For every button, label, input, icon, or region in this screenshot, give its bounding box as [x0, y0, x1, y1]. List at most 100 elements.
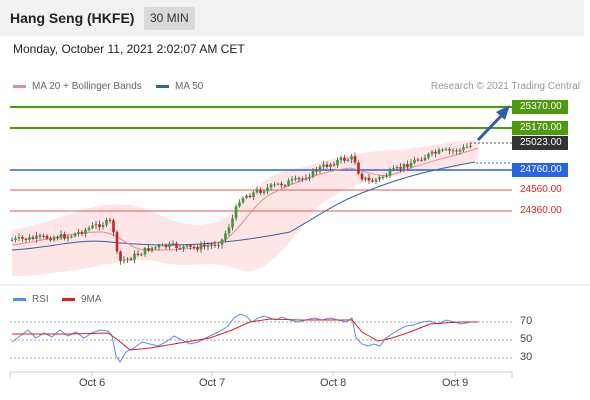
last-price-tag: 25023.00	[512, 136, 568, 150]
ma20-legend-label: MA 20 + Bollinger Bands	[32, 81, 142, 92]
candle-body	[381, 176, 385, 178]
price-candles	[10, 143, 472, 265]
candle-body	[444, 149, 448, 151]
candle-body	[385, 175, 388, 177]
candle-body	[101, 224, 105, 228]
candle-body	[367, 177, 371, 181]
candle-body	[402, 164, 406, 169]
candle-body	[241, 197, 245, 203]
x-label-oct6: Oct 6	[79, 377, 106, 389]
candle-body	[276, 183, 280, 185]
pivot-price-tag: 24760.00	[512, 163, 568, 177]
candle-body	[133, 253, 136, 260]
candle-body	[49, 238, 52, 241]
candle-body	[84, 229, 87, 234]
candle-body	[105, 219, 108, 225]
timeframe-button[interactable]: 30 MIN	[144, 7, 195, 30]
rsi-ma-swatch-icon	[62, 297, 75, 301]
candle-body	[336, 160, 339, 166]
candle-body	[346, 159, 350, 161]
candle-body	[213, 244, 217, 246]
candle-body	[157, 245, 161, 248]
candle-body	[420, 159, 423, 161]
candle-body	[199, 244, 203, 250]
candle-body	[126, 258, 129, 260]
x-label-oct9: Oct 9	[442, 377, 469, 389]
candle-body	[150, 247, 154, 251]
candle-body	[56, 237, 59, 239]
candle-body	[427, 153, 430, 158]
candle-body	[350, 156, 353, 160]
candle-body	[231, 218, 234, 228]
candle-body	[224, 233, 227, 240]
candle-body	[451, 150, 455, 152]
ma20-line	[11, 147, 479, 251]
candle-body	[392, 168, 395, 171]
candle-body	[374, 179, 378, 182]
bollinger-band	[12, 140, 478, 277]
credit-text: Research © 2021 Trading Central	[430, 81, 580, 92]
candle-body	[308, 176, 311, 179]
candle-body	[343, 157, 346, 161]
candle-body	[322, 164, 325, 167]
candle-body	[399, 167, 402, 169]
r1-price-tag: 25170.00	[512, 121, 568, 135]
s2-price-tag: 24360.00	[520, 205, 562, 216]
datetime-label: Monday, October 11, 2021 2:02:07 AM CET	[13, 42, 245, 56]
rsi-axis-50: 50	[520, 333, 533, 345]
candle-body	[91, 225, 94, 229]
x-label-oct8: Oct 8	[320, 377, 347, 389]
candle-body	[203, 244, 206, 247]
candle-body	[273, 184, 276, 186]
candle-body	[325, 164, 329, 167]
rsi-ma-line	[12, 318, 478, 351]
legend-ma20: MA 20 + Bollinger Bands	[13, 81, 142, 92]
candle-body	[378, 177, 381, 180]
candle-body	[206, 245, 210, 247]
candle-body	[416, 159, 420, 161]
candle-body	[441, 149, 444, 151]
candle-body	[413, 159, 416, 163]
candle-body	[129, 258, 133, 260]
candle-body	[196, 247, 199, 250]
candle-body	[287, 180, 290, 186]
candle-body	[318, 166, 322, 172]
candle-body	[269, 184, 273, 188]
candle-body	[28, 237, 31, 240]
instrument-title: Hang Seng (HKFE)	[10, 10, 135, 26]
candle-body	[283, 185, 287, 187]
candle-body	[332, 164, 336, 166]
candle-body	[423, 157, 427, 161]
candle-body	[406, 164, 409, 168]
candle-body	[364, 177, 367, 180]
candle-body	[255, 190, 259, 193]
candle-body	[360, 173, 364, 180]
candle-body	[182, 246, 185, 249]
candle-body	[52, 237, 56, 241]
ma50-line	[11, 161, 476, 251]
candle-body	[38, 235, 42, 237]
candle-body	[108, 219, 112, 221]
rsi-legend-label: RSI	[32, 294, 49, 305]
candle-body	[31, 237, 35, 239]
candle-body	[77, 232, 80, 234]
r2-price-tag: 25370.00	[512, 100, 568, 114]
rsi-axis-70: 70	[520, 315, 533, 327]
ma50-swatch-icon	[156, 84, 169, 88]
forecast-arrow-shaft	[476, 112, 505, 142]
candle-body	[252, 192, 255, 198]
candle-body	[371, 180, 374, 182]
candle-body	[189, 245, 192, 247]
candle-body	[136, 253, 140, 255]
legend-ma50: MA 50	[156, 81, 203, 92]
candle-body	[66, 236, 70, 239]
candle-body	[80, 232, 84, 234]
candle-body	[297, 178, 301, 180]
candle-body	[45, 235, 49, 239]
candle-body	[154, 247, 157, 249]
candle-body	[434, 151, 437, 154]
candle-body	[266, 187, 269, 192]
candle-body	[63, 234, 66, 239]
forecast-arrowhead-icon	[496, 105, 510, 120]
legend-rsi: RSI	[13, 294, 49, 305]
